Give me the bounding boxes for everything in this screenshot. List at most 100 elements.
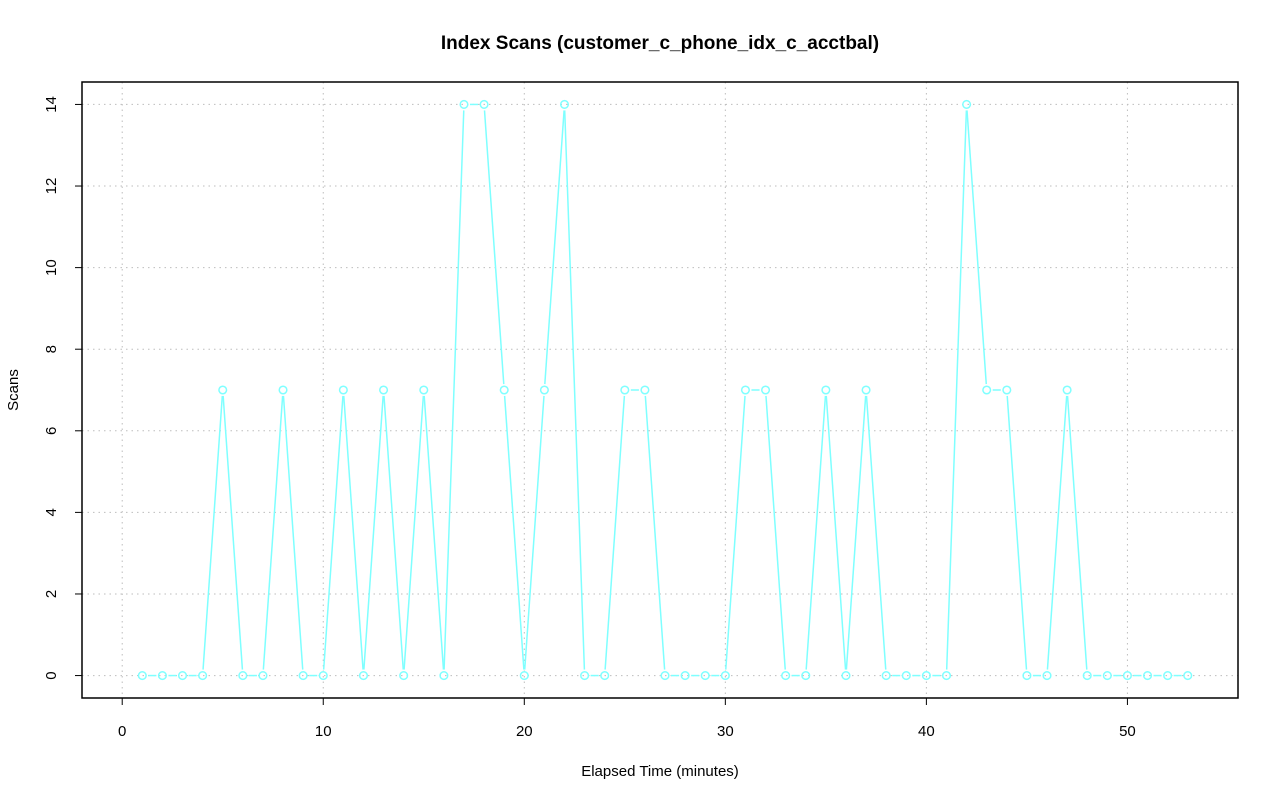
series-segment — [966, 110, 988, 385]
data-point — [680, 671, 690, 681]
series-segment — [483, 110, 505, 385]
series-segment — [202, 395, 224, 670]
series-segment — [1066, 395, 1088, 670]
series-segment — [403, 395, 425, 670]
y-axis-label: Scans — [5, 369, 22, 411]
data-point — [539, 385, 549, 395]
y-tick-label: 12 — [43, 178, 60, 195]
x-tick-label: 10 — [315, 723, 332, 740]
data-point — [620, 385, 630, 395]
series-segment — [1046, 395, 1068, 670]
chart-title: Index Scans (customer_c_phone_idx_c_acct… — [441, 33, 879, 54]
y-tick-label: 0 — [43, 671, 60, 679]
data-point — [177, 671, 188, 681]
x-tick-label: 0 — [118, 723, 126, 740]
y-tick-label: 10 — [43, 259, 60, 276]
series-segment — [282, 395, 304, 670]
series-segment — [765, 395, 786, 670]
data-point — [760, 385, 771, 395]
x-tick-label: 20 — [516, 723, 533, 740]
series-segment — [383, 395, 404, 670]
series-segment — [322, 395, 344, 670]
data-point — [901, 671, 911, 681]
series-segment — [262, 395, 284, 670]
series-segment — [604, 395, 626, 670]
data-point — [962, 99, 972, 109]
y-tick-label: 8 — [43, 345, 60, 353]
series-segment — [845, 395, 867, 670]
data-point — [941, 671, 952, 681]
series-segment — [544, 110, 565, 385]
y-tick-label: 2 — [43, 590, 60, 598]
data-point — [338, 385, 348, 395]
data-point — [781, 671, 791, 681]
x-tick-label: 50 — [1119, 723, 1136, 740]
series-segment — [644, 395, 666, 670]
data-point — [1163, 671, 1173, 681]
series-segment — [503, 395, 525, 670]
data-point — [1142, 671, 1153, 681]
data-point — [600, 671, 610, 681]
plot-frame — [81, 81, 1239, 699]
series-segment — [945, 110, 968, 670]
data-point — [459, 99, 469, 109]
data-point — [278, 385, 288, 395]
data-point — [1022, 671, 1032, 681]
y-tick-label: 14 — [43, 96, 60, 113]
data-point — [700, 671, 710, 681]
data-point — [559, 99, 570, 109]
data-point — [137, 671, 147, 681]
data-point — [419, 385, 429, 395]
data-point — [1062, 385, 1072, 395]
data-point — [861, 385, 871, 395]
data-point — [660, 671, 670, 681]
data-point — [218, 385, 228, 395]
series-segment — [563, 110, 586, 670]
data-point — [238, 671, 248, 681]
data-point — [198, 671, 208, 681]
series-segment — [865, 395, 887, 670]
data-point — [358, 671, 369, 681]
series-segment — [805, 395, 827, 670]
series-segment — [725, 395, 746, 670]
y-tick-label: 6 — [43, 427, 60, 435]
data-point — [982, 385, 992, 395]
series-layer — [137, 99, 1193, 681]
data-point — [1082, 671, 1092, 681]
data-point — [921, 671, 931, 681]
series-segment — [443, 110, 465, 670]
data-point — [499, 385, 509, 395]
data-point — [640, 385, 650, 395]
data-point — [399, 671, 409, 681]
series-segment — [423, 395, 445, 670]
series-segment — [523, 395, 545, 670]
series-segment — [1006, 395, 1028, 670]
data-point — [1042, 671, 1052, 681]
data-point — [881, 671, 891, 681]
y-tick-label: 4 — [43, 508, 60, 516]
data-point — [821, 385, 831, 395]
data-point — [1122, 671, 1132, 681]
x-tick-label: 30 — [717, 723, 734, 740]
series-segment — [222, 395, 244, 670]
grid-lines — [82, 82, 1238, 698]
data-point — [740, 385, 750, 395]
data-point — [479, 99, 489, 109]
data-point — [258, 671, 268, 681]
axes: 0 10 20 30 40 50 0 2 4 6 8 10 12 14 — [43, 96, 1136, 740]
data-point — [379, 385, 389, 395]
x-axis-label: Elapsed Time (minutes) — [581, 763, 739, 780]
data-point — [298, 671, 308, 681]
data-point — [1102, 671, 1112, 681]
x-tick-label: 40 — [918, 723, 935, 740]
series-segment — [825, 395, 847, 670]
series-segment — [343, 395, 364, 670]
data-point — [580, 671, 590, 681]
data-point — [318, 671, 328, 681]
data-point — [1002, 385, 1012, 395]
data-point — [1183, 671, 1193, 681]
data-point — [519, 671, 529, 681]
data-point — [841, 671, 851, 681]
series-segment — [363, 395, 384, 670]
